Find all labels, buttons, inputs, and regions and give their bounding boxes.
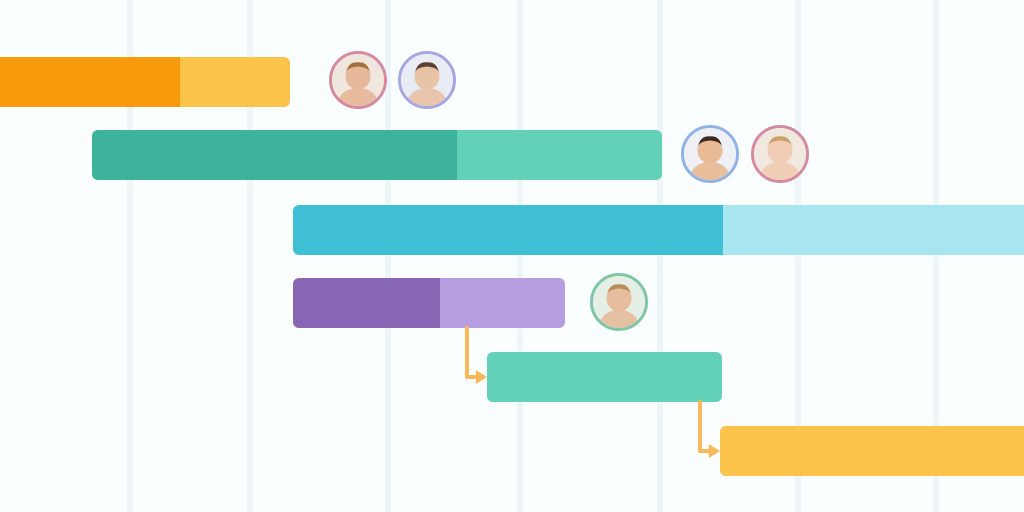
assignee-avatar[interactable] (751, 125, 809, 183)
gantt-bar[interactable] (293, 205, 723, 255)
gantt-bar[interactable] (487, 352, 722, 402)
gridline (657, 0, 663, 512)
assignee-avatar[interactable] (590, 273, 648, 331)
gantt-bar[interactable] (92, 130, 457, 180)
gantt-chart (0, 0, 1024, 512)
gantt-bar[interactable] (0, 57, 180, 107)
gantt-bar[interactable] (723, 205, 1024, 255)
gantt-bar[interactable] (720, 426, 1024, 476)
gantt-bar[interactable] (180, 57, 290, 107)
assignee-avatar[interactable] (398, 51, 456, 109)
gridline (517, 0, 523, 512)
assignee-avatar[interactable] (329, 51, 387, 109)
gantt-bar[interactable] (440, 278, 565, 328)
assignee-avatar[interactable] (681, 125, 739, 183)
gantt-bar[interactable] (457, 130, 662, 180)
gantt-bar[interactable] (293, 278, 440, 328)
